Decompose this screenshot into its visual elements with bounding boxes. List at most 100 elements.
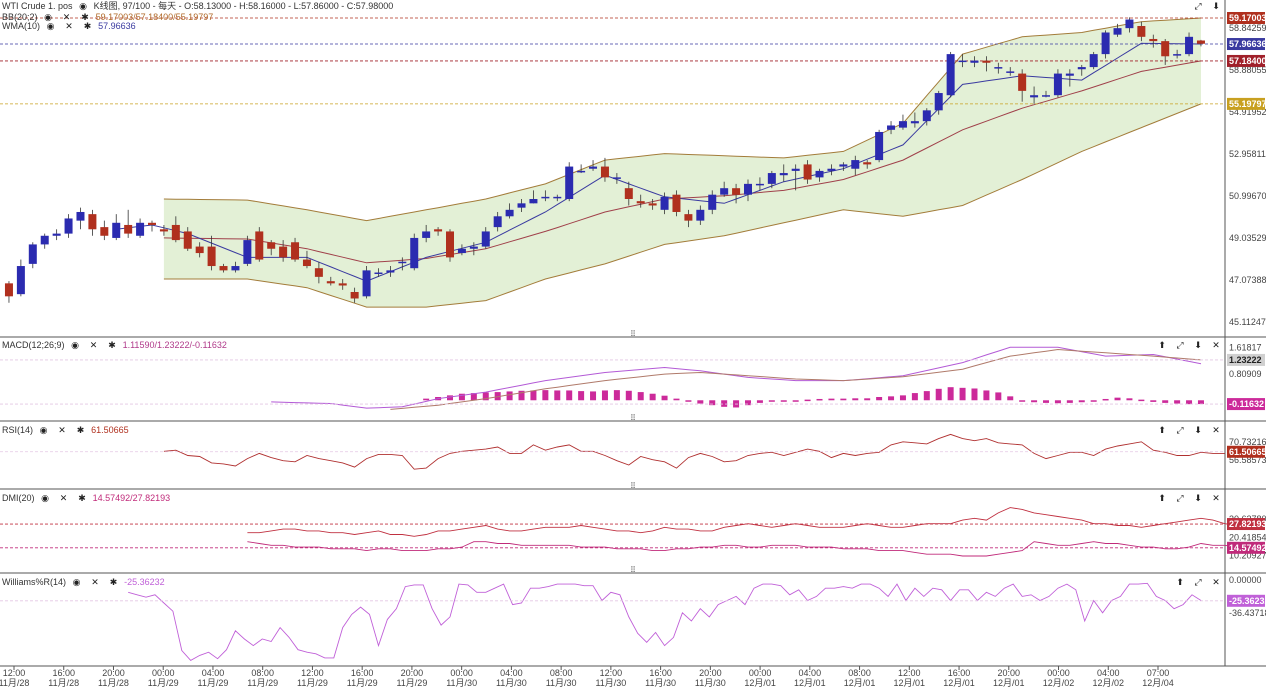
up-arrow-icon[interactable]: ⬆	[1158, 425, 1166, 435]
x-tick-date-label: 12月/01	[744, 678, 776, 687]
price-tag-bg	[1227, 38, 1265, 51]
close-icon[interactable]: ✕	[1212, 425, 1220, 435]
macd-histogram-bar	[828, 398, 835, 401]
main-info: K线图, 97/100 - 每天 - O:58.13000 - H:58.160…	[93, 1, 394, 11]
candle	[493, 216, 502, 228]
main-header: WTI Crude 1. pos ◉ K线图, 97/100 - 每天 - O:…	[2, 0, 393, 12]
eye-icon[interactable]: ◉	[71, 340, 79, 350]
candle	[326, 281, 335, 284]
close-icon[interactable]: ✕	[1212, 577, 1220, 587]
eye-icon[interactable]: ◉	[46, 21, 55, 31]
bb-header: BB(20;2) ◉ ✕ ✱ 59.17003/57.18400/55.1979…	[2, 11, 213, 23]
eye-icon[interactable]: ◉	[72, 577, 81, 587]
close-icon[interactable]: ✕	[58, 425, 66, 435]
up-arrow-icon[interactable]: ⬆	[1158, 340, 1166, 350]
macd-histogram-bar	[685, 400, 692, 402]
expand-icon[interactable]: ⤢	[1176, 340, 1184, 350]
candle	[52, 233, 61, 236]
y-tick-label: 0.00000	[1229, 575, 1262, 585]
gear-icon[interactable]: ✱	[81, 12, 89, 22]
down-arrow-icon[interactable]: ⬇	[1194, 340, 1202, 350]
macd-histogram-bar	[876, 397, 883, 401]
macd-values: 1.11590/1.23222/-0.11632	[122, 340, 227, 350]
up-arrow-icon[interactable]: ⬆	[1158, 493, 1166, 503]
candle	[577, 170, 586, 173]
x-tick-label: 16:00	[948, 668, 971, 678]
macd-histogram-bar	[649, 393, 656, 401]
candle	[898, 121, 907, 128]
price-tag: 61.50665	[1229, 447, 1266, 457]
eye-icon[interactable]: ◉	[44, 12, 52, 22]
gear-icon[interactable]: ✱	[108, 340, 116, 350]
x-tick-date-label: 11月/30	[446, 678, 477, 687]
gear-icon[interactable]: ✱	[76, 425, 85, 435]
y-tick-label: 70.73216	[1229, 437, 1266, 447]
y-tick-label: 49.03529	[1229, 233, 1266, 243]
eye-icon[interactable]: ◉	[79, 1, 87, 11]
bb-label: BB(20;2)	[2, 12, 38, 22]
expand-icon[interactable]: ⤢	[1176, 493, 1184, 503]
candle	[195, 246, 204, 254]
candle	[910, 121, 919, 124]
y-tick-label: 56.58573	[1229, 455, 1266, 465]
candle	[1053, 73, 1062, 96]
candle	[1042, 95, 1050, 97]
up-arrow-icon[interactable]: ⬆	[1176, 577, 1184, 587]
wma-value: 57.96636	[98, 21, 136, 31]
down-arrow-icon[interactable]: ⬇	[1194, 425, 1202, 435]
close-icon[interactable]: ✕	[1212, 340, 1220, 350]
close-icon[interactable]: ✕	[62, 12, 71, 22]
candle	[565, 166, 574, 200]
gear-icon[interactable]: ✱	[83, 21, 92, 31]
y-tick-label: 58.88055	[1229, 65, 1266, 75]
x-tick-label: 08:00	[848, 668, 871, 678]
eye-icon[interactable]: ◉	[41, 493, 49, 503]
expand-icon[interactable]: ⤢	[1194, 577, 1202, 587]
gear-icon[interactable]: ✱	[78, 493, 86, 503]
close-icon[interactable]: ✕	[65, 21, 73, 31]
gear-icon[interactable]: ✱	[109, 577, 118, 587]
macd-histogram-bar	[554, 390, 561, 401]
y-tick-label: 47.07388	[1229, 275, 1266, 285]
bollinger-lower-line	[163, 103, 1202, 308]
macd-histogram-bar	[745, 400, 751, 406]
x-tick-label: 12:00	[600, 668, 623, 678]
candle	[815, 170, 824, 178]
candle	[887, 125, 896, 130]
expand-icon[interactable]: ⤢	[1194, 1, 1202, 11]
macd-histogram-bar	[613, 390, 620, 401]
price-tag: -25.36232	[1229, 596, 1266, 606]
down-arrow-icon[interactable]: ⬇	[1212, 1, 1220, 11]
macd-histogram-bar	[709, 400, 716, 406]
candle	[1149, 38, 1158, 42]
bollinger-mid-line	[163, 60, 1202, 264]
close-icon[interactable]: ✕	[1212, 493, 1220, 503]
macd-histogram-bar	[899, 395, 906, 401]
candle	[1161, 41, 1170, 57]
close-icon[interactable]: ✕	[59, 493, 68, 503]
candle	[16, 266, 25, 295]
macd-histogram-bar	[804, 399, 811, 402]
macd-histogram-bar	[542, 390, 549, 401]
x-tick-label: 00:00	[152, 668, 175, 678]
bb-values: 59.17003/57.18400/55.19797	[95, 12, 214, 22]
macd-histogram-bar	[1126, 398, 1133, 401]
price-tag: 57.18400	[1229, 56, 1266, 66]
price-tag: 57.96636	[1229, 39, 1266, 49]
dmi-plus-line	[247, 541, 1261, 557]
candle	[4, 283, 13, 297]
close-icon[interactable]: ✕	[89, 340, 98, 350]
macd-histogram-bar	[971, 388, 978, 401]
macd-histogram-bar	[1031, 400, 1038, 403]
macd-histogram-bar	[1162, 400, 1169, 403]
close-icon[interactable]: ✕	[91, 577, 99, 587]
candle	[529, 199, 538, 204]
expand-icon[interactable]: ⤢	[1176, 425, 1184, 435]
candle	[720, 188, 729, 195]
candle	[386, 270, 395, 273]
candle	[410, 237, 419, 269]
eye-icon[interactable]: ◉	[39, 425, 48, 435]
candle	[1089, 54, 1098, 68]
y-tick-label: 54.91952	[1229, 107, 1266, 117]
down-arrow-icon[interactable]: ⬇	[1194, 493, 1202, 503]
